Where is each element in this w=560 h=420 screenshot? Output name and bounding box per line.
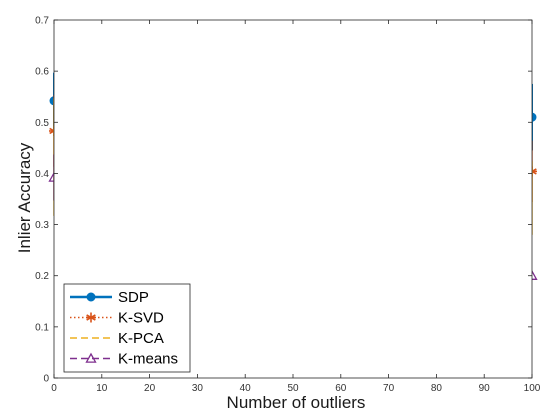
x-tick-label: 100 [524, 383, 541, 394]
x-tick-label: 30 [192, 383, 204, 394]
legend-box [63, 283, 191, 373]
legend-item: K-SVD [70, 310, 164, 327]
x-tick-label: 90 [479, 383, 491, 394]
legend-marker [86, 312, 96, 323]
legend-marker [86, 292, 96, 302]
y-tick-label: 0.5 [35, 118, 49, 129]
y-tick-label: 0.6 [35, 67, 49, 78]
legend-label: K-PCA [118, 330, 164, 347]
legend-marker [85, 352, 97, 363]
y-axis-title: Inlier Accuracy [15, 142, 34, 253]
y-tick-label: 0.1 [35, 322, 49, 333]
x-tick-label: 80 [431, 383, 443, 394]
y-tick-label: 0.2 [35, 271, 49, 282]
x-tick-label: 70 [383, 383, 395, 394]
legend: SDP K-SVD K-PCA K-means [63, 283, 191, 373]
x-axis-title: Number of outliers [227, 393, 366, 412]
legend-label: K-SVD [118, 310, 164, 327]
legend-item: SDP [70, 289, 149, 306]
y-tick-label: 0 [43, 374, 49, 385]
x-tick-label: 60 [335, 383, 347, 394]
legend-item: K-means [70, 351, 178, 368]
y-tick-label: 0.7 [35, 16, 49, 27]
x-tick-label: 10 [96, 383, 108, 394]
x-tick-label: 0 [51, 383, 57, 394]
legend-label: SDP [118, 289, 149, 306]
y-tick-label: 0.4 [35, 169, 49, 180]
legend-label: K-means [118, 351, 178, 368]
x-tick-label: 40 [240, 383, 252, 394]
x-tick-label: 50 [287, 383, 299, 394]
legend-item: K-PCA [70, 330, 164, 347]
y-tick-label: 0.3 [35, 220, 49, 231]
x-tick-label: 20 [144, 383, 156, 394]
